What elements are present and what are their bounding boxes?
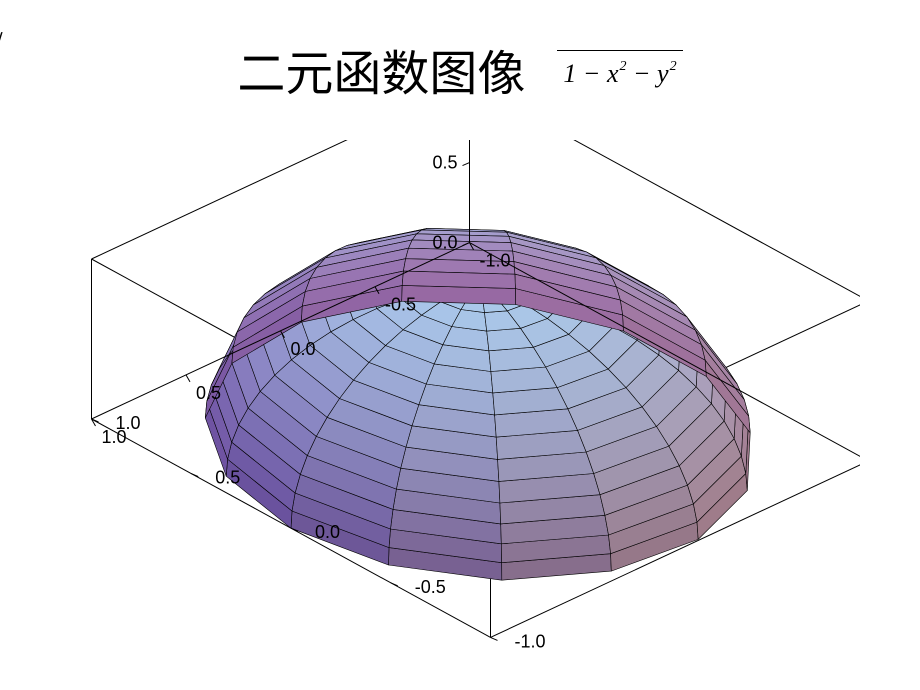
formula-sup-1: 2 (620, 59, 627, 74)
sqrt-icon: √ (0, 30, 3, 68)
svg-text:-0.5: -0.5 (385, 295, 416, 315)
svg-text:-1.0: -1.0 (480, 251, 511, 271)
svg-text:0.5: 0.5 (432, 153, 457, 173)
svg-text:0.0: 0.0 (315, 522, 340, 542)
slide: 二元函数图像 √ 1 − x2 − y2 -1.0-0.50.00.51.01.… (0, 0, 920, 690)
surface-plot-svg: -1.0-0.50.00.51.01.00.50.0-0.5-1.00.00.5… (90, 140, 860, 660)
svg-text:-1.0: -1.0 (515, 631, 546, 651)
formula-part-1: 1 − x (563, 59, 618, 88)
svg-text:0.0: 0.0 (432, 233, 457, 253)
svg-text:0.5: 0.5 (196, 383, 221, 403)
svg-text:-0.5: -0.5 (415, 577, 446, 597)
formula-sup-2: 2 (670, 59, 677, 74)
page-title: 二元函数图像 (237, 34, 525, 104)
surface-plot: -1.0-0.50.00.51.01.00.50.0-0.5-1.00.00.5… (90, 140, 860, 660)
title-row: 二元函数图像 √ 1 − x2 − y2 (0, 34, 920, 104)
svg-text:1.0: 1.0 (116, 413, 141, 433)
svg-text:0.0: 0.0 (291, 339, 316, 359)
svg-text:0.5: 0.5 (215, 468, 240, 488)
formula-part-2: − y (627, 59, 669, 88)
function-formula: √ 1 − x2 − y2 (557, 50, 682, 89)
